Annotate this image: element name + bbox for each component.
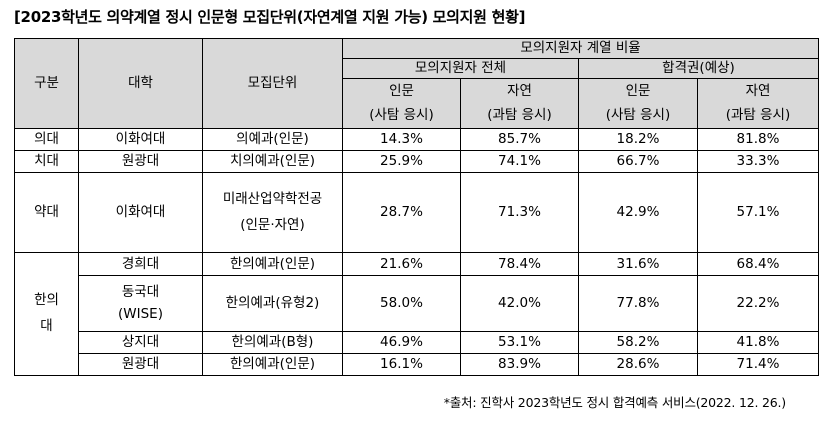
cell-pass-jayeon: 57.1% — [697, 172, 819, 253]
cell-all-jayeon: 83.9% — [460, 353, 579, 376]
table-row: 치대 원광대 치의예과(인문) 25.9% 74.1% 66.7% 33.3% — [14, 150, 819, 173]
row-univ: 동국대 (WISE) — [78, 275, 203, 332]
header-pass-inmun: 인문 — [578, 78, 698, 104]
header-gubun: 구분 — [14, 38, 79, 129]
header-all-inmun-sub: (사탐 응시) — [342, 103, 461, 129]
cell-all-inmun: 25.9% — [342, 150, 461, 173]
header-pass-jayeon-sub: (과탐 응시) — [697, 103, 819, 129]
cell-pass-inmun: 42.9% — [578, 172, 698, 253]
row-unit-line2: (인문·자연) — [240, 216, 305, 233]
row-unit: 미래산업약학전공 (인문·자연) — [202, 172, 343, 253]
cell-pass-jayeon: 33.3% — [697, 150, 819, 173]
header-pass: 합격권(예상) — [578, 58, 819, 79]
cell-pass-inmun: 18.2% — [578, 128, 698, 151]
cell-all-jayeon: 74.1% — [460, 150, 579, 173]
cell-pass-inmun: 58.2% — [578, 331, 698, 354]
header-all-jayeon: 자연 — [460, 78, 579, 104]
header-pass-jayeon: 자연 — [697, 78, 819, 104]
cell-all-inmun: 58.0% — [342, 275, 461, 332]
cell-all-jayeon: 78.4% — [460, 252, 579, 276]
cell-pass-inmun: 66.7% — [578, 150, 698, 173]
source-note: *출처: 진학사 2023학년도 정시 합격예측 서비스(2022. 12. 2… — [443, 395, 786, 410]
cell-pass-jayeon: 22.2% — [697, 275, 819, 332]
table-row: 의대 이화여대 의예과(인문) 14.3% 85.7% 18.2% 81.8% — [14, 128, 819, 151]
table-row: 동국대 (WISE) 한의예과(유형2) 58.0% 42.0% 77.8% 2… — [15, 275, 819, 332]
row-unit: 한의예과(인문) — [202, 252, 343, 276]
header-ratio: 모의지원자 계열 비율 — [342, 38, 819, 59]
row-univ-line2: (WISE) — [118, 305, 163, 322]
cell-pass-inmun: 77.8% — [578, 275, 698, 332]
cell-all-jayeon: 53.1% — [460, 331, 579, 354]
row-unit-line1: 미래산업약학전공 — [222, 190, 323, 207]
table-row: 약대 이화여대 미래산업약학전공 (인문·자연) 28.7% 71.3% 42.… — [14, 172, 819, 253]
cell-all-jayeon: 42.0% — [460, 275, 579, 332]
row-univ: 이화여대 — [78, 128, 203, 151]
row-category: 치대 — [14, 150, 79, 173]
row-univ: 상지대 — [78, 331, 203, 354]
table-row: 원광대 한의예과(인문) 16.1% 83.9% 28.6% 71.4% — [15, 353, 819, 376]
cell-pass-jayeon: 81.8% — [697, 128, 819, 151]
row-unit: 의예과(인문) — [202, 128, 343, 151]
cell-all-jayeon: 71.3% — [460, 172, 579, 253]
admission-table: 구분 대학 모집단위 모의지원자 계열 비율 모의지원자 전체 합격권(예상) … — [14, 38, 819, 376]
header-univ: 대학 — [78, 38, 203, 129]
cell-pass-inmun: 31.6% — [578, 252, 698, 276]
cell-all-jayeon: 85.7% — [460, 128, 579, 151]
cell-pass-jayeon: 68.4% — [697, 252, 819, 276]
row-unit: 한의예과(인문) — [202, 353, 343, 376]
row-unit: 한의예과(B형) — [202, 331, 343, 354]
cell-all-inmun: 16.1% — [342, 353, 461, 376]
cell-all-inmun: 21.6% — [342, 252, 461, 276]
row-category-line2: 대 — [40, 318, 53, 334]
row-unit: 치의예과(인문) — [202, 150, 343, 173]
cell-all-inmun: 28.7% — [342, 172, 461, 253]
cell-pass-jayeon: 41.8% — [697, 331, 819, 354]
row-category-line1: 한의 — [34, 292, 59, 309]
page-title: [2023학년도 의약계열 정시 인문형 모집단위(자연계열 지원 가능) 모의… — [14, 8, 526, 26]
header-all: 모의지원자 전체 — [342, 58, 579, 79]
cell-pass-jayeon: 71.4% — [697, 353, 819, 376]
row-univ: 원광대 — [78, 353, 203, 376]
header-unit: 모집단위 — [202, 38, 343, 129]
row-univ: 원광대 — [78, 150, 203, 173]
row-category: 의대 — [14, 128, 79, 151]
row-category: 한의 대 — [14, 252, 79, 376]
header-all-inmun: 인문 — [342, 78, 461, 104]
header-all-jayeon-sub: (과탐 응시) — [460, 103, 579, 129]
cell-all-inmun: 46.9% — [342, 331, 461, 354]
row-univ-line1: 동국대 — [121, 283, 160, 300]
row-category: 약대 — [14, 172, 79, 253]
row-unit: 한의예과(유형2) — [202, 275, 343, 332]
row-univ: 이화여대 — [78, 172, 203, 253]
header-pass-inmun-sub: (사탐 응시) — [578, 103, 698, 129]
table-row: 한의 대 경희대 한의예과(인문) 21.6% 78.4% 31.6% 68.4… — [14, 252, 819, 376]
table-row: 상지대 한의예과(B형) 46.9% 53.1% 58.2% 41.8% — [15, 331, 819, 354]
cell-pass-inmun: 28.6% — [578, 353, 698, 376]
cell-all-inmun: 14.3% — [342, 128, 461, 151]
row-univ: 경희대 — [78, 252, 203, 276]
